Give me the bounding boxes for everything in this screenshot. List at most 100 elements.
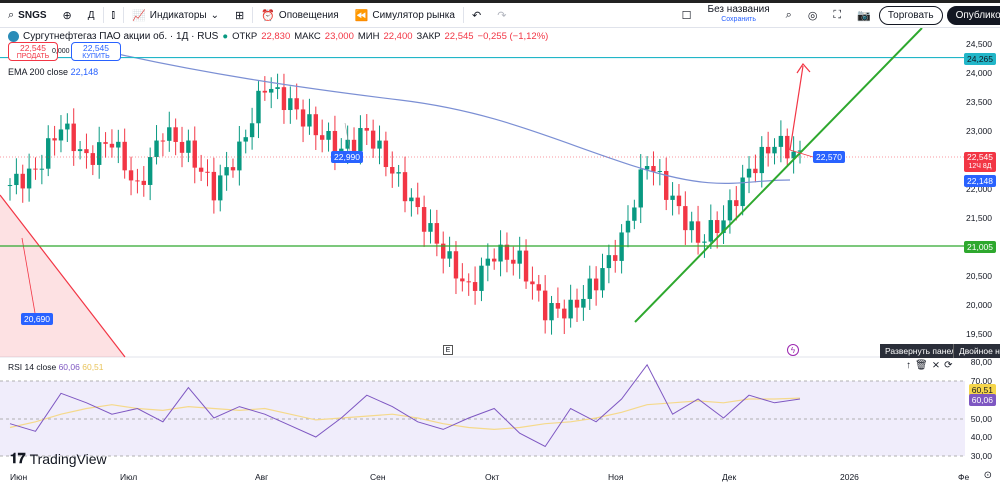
date-tick: Июн <box>10 472 28 482</box>
chart-canvas[interactable] <box>0 28 1000 484</box>
undo-icon: ↶ <box>471 9 482 22</box>
ema-legend[interactable]: EMA 200 close 22,148 <box>8 67 99 77</box>
label-pointer <box>789 149 814 158</box>
settings-button[interactable]: ◎ <box>800 3 826 27</box>
snapshot-button[interactable]: 📷 <box>849 3 879 27</box>
maximize-icon[interactable]: ⟳ <box>944 360 953 371</box>
symbol-search[interactable]: ⌕ SNGS <box>8 8 47 21</box>
company-logo <box>8 31 19 42</box>
date-tick: Фе <box>958 472 970 482</box>
candle <box>243 137 248 142</box>
move-up-icon[interactable]: ↑ <box>906 360 911 371</box>
earnings-icon[interactable]: E <box>443 345 453 355</box>
buy-button[interactable]: 22,545 КУПИТЬ <box>71 42 121 61</box>
candle <box>734 200 739 207</box>
price-tick: 24,000 <box>966 68 992 78</box>
lightning-icon[interactable]: ϟ <box>787 344 799 356</box>
redo-icon: ↷ <box>497 9 507 22</box>
candle <box>708 220 714 242</box>
label-pointer <box>344 122 351 152</box>
candle <box>797 150 803 152</box>
plus-circle-icon: ⊕ <box>62 9 72 22</box>
redo-button[interactable]: ↷ <box>489 3 514 27</box>
trash-icon[interactable]: 🗑 <box>915 360 928 371</box>
candle <box>670 195 675 200</box>
candle <box>396 172 401 174</box>
candle <box>485 258 491 266</box>
ema-line <box>99 49 791 184</box>
candle <box>428 223 433 232</box>
candle <box>128 170 134 181</box>
candle <box>116 141 121 148</box>
trade-button[interactable]: Торговать <box>878 5 943 25</box>
layout-menu[interactable]: Без названия Сохранить <box>707 4 770 24</box>
candle <box>96 142 102 165</box>
sell-button[interactable]: 22,545 ПРОДАТЬ <box>8 42 58 61</box>
rsi-legend[interactable]: RSI 14 close 60,06 60,51 <box>8 362 104 372</box>
templates-button[interactable]: ⊞ <box>227 3 252 27</box>
settings-gear-icon[interactable]: ⊙ <box>983 470 992 481</box>
divider <box>102 7 104 23</box>
tradingview-logo[interactable]: 𝟏𝟕 TradingView <box>10 450 107 467</box>
collapse-icon[interactable]: ⨯ <box>931 360 941 371</box>
candle <box>326 130 331 140</box>
candle <box>46 138 51 169</box>
candle <box>441 243 446 259</box>
candle <box>651 166 656 172</box>
candle <box>721 220 726 234</box>
candle <box>574 299 580 308</box>
candle <box>479 265 484 291</box>
candle <box>511 259 516 264</box>
search-icon: ⌕ <box>8 8 15 21</box>
date-tick: Ноя <box>608 472 624 482</box>
candle <box>568 299 573 319</box>
candle <box>657 170 663 172</box>
candle <box>638 169 643 208</box>
symbol-legend: Сургутнефтегаз ПАО акции об. · 1Д · RUS … <box>8 31 548 42</box>
indicators-button[interactable]: 📈 Индикаторы ⌄ <box>132 9 219 22</box>
candle <box>33 168 38 170</box>
candle <box>689 221 694 231</box>
date-tick: Авг <box>255 472 269 482</box>
price-label-drawing[interactable]: 22,570 <box>813 151 845 163</box>
triangle-edge <box>0 194 126 358</box>
pointer-line <box>21 237 36 314</box>
rsi-ma-line <box>9 397 801 431</box>
candle <box>103 142 108 144</box>
candle <box>517 250 522 264</box>
layout-icon-button[interactable]: ☐ <box>674 3 700 27</box>
candle <box>370 130 376 149</box>
publish-button[interactable]: Опубликовать <box>946 5 1000 25</box>
candle <box>778 135 784 147</box>
candle <box>542 290 548 321</box>
replay-button[interactable]: ⏪ Симулятор рынка <box>354 9 455 22</box>
candle <box>319 135 325 140</box>
interval-button[interactable]: Д <box>87 9 95 21</box>
gear-icon: ◎ <box>807 9 818 22</box>
chart-type-button[interactable]: ⫾ <box>104 3 124 27</box>
candle <box>593 278 599 291</box>
fullscreen-button[interactable]: ⛶ <box>825 3 849 27</box>
candle <box>313 114 319 136</box>
rsi-line <box>9 363 801 448</box>
add-symbol-button[interactable]: ⊕ <box>55 3 80 27</box>
price-label-drawing[interactable]: 20,690 <box>21 313 53 325</box>
candle <box>71 123 76 152</box>
candle <box>160 140 166 142</box>
alarm-icon: ⏰ <box>261 9 275 22</box>
candle <box>90 153 96 165</box>
undo-button[interactable]: ↶ <box>464 3 489 27</box>
quick-search-button[interactable]: ⌕ <box>778 3 800 27</box>
candle <box>695 221 701 243</box>
price-tick: 20,000 <box>966 300 992 310</box>
alerts-button[interactable]: ⏰ Оповещения <box>261 9 339 22</box>
candle <box>269 88 274 93</box>
candle <box>613 255 618 261</box>
candle <box>415 197 420 208</box>
candle <box>581 298 586 308</box>
candle <box>26 168 32 189</box>
candle <box>600 268 605 291</box>
price-label-drawing[interactable]: 22,990 <box>331 151 363 163</box>
divider <box>252 7 254 23</box>
candle <box>523 250 529 282</box>
